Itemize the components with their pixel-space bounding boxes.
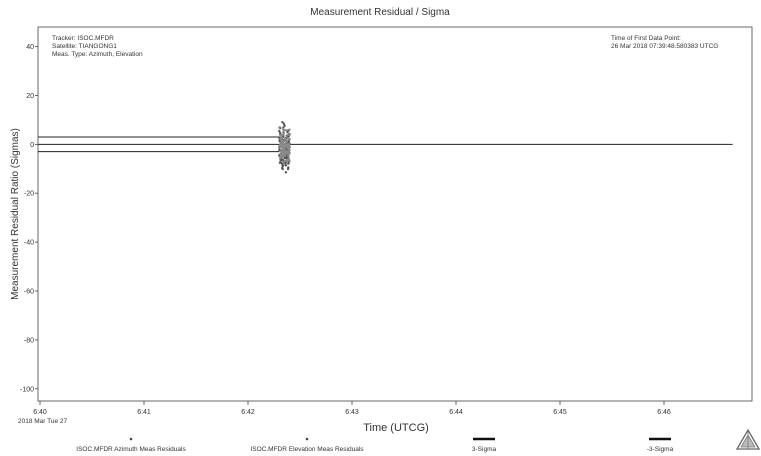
residual-point bbox=[279, 138, 282, 141]
residual-point bbox=[283, 144, 286, 148]
residual-point bbox=[282, 161, 285, 164]
legend-label: -3-Sigma bbox=[647, 446, 674, 453]
info-right-line: Time of First Data Point: bbox=[611, 35, 681, 42]
residual-point bbox=[287, 133, 291, 136]
x-axis-label: Time (UTCG) bbox=[363, 422, 429, 434]
residual-points bbox=[278, 121, 291, 174]
y-tick-label: -100 bbox=[20, 386, 34, 393]
residual-point bbox=[287, 154, 290, 157]
residual-point bbox=[282, 122, 286, 126]
residual-point bbox=[278, 129, 281, 133]
y-tick-label: -20 bbox=[24, 191, 34, 198]
legend-label: 3-Sigma bbox=[472, 446, 497, 453]
residual-point bbox=[282, 142, 285, 146]
info-left-line: Satellite: TIANGONG1 bbox=[52, 43, 117, 50]
residual-point bbox=[283, 124, 286, 127]
y-tick-label: -40 bbox=[24, 240, 34, 247]
residual-point bbox=[286, 147, 290, 150]
residual-point bbox=[280, 156, 283, 159]
residual-point bbox=[278, 126, 281, 129]
residual-point bbox=[287, 158, 291, 161]
residual-point bbox=[280, 136, 283, 139]
residual-point bbox=[287, 143, 291, 146]
residual-point bbox=[282, 163, 286, 166]
residual-point bbox=[280, 133, 283, 136]
x-tick-label: 6:41 bbox=[137, 409, 151, 416]
stk-logo-icon bbox=[735, 428, 761, 450]
info-block-right: Time of First Data Point:26 Mar 2018 07:… bbox=[611, 35, 718, 50]
residual-point bbox=[285, 144, 289, 147]
x-tick-label: 6:46 bbox=[657, 409, 671, 416]
x-tick-label: 6:45 bbox=[553, 409, 567, 416]
chart-title: Measurement Residual / Sigma bbox=[310, 7, 450, 18]
residual-point bbox=[281, 166, 284, 170]
y-axis: 40 20 0 -20 -40 -60 -80 -100 bbox=[20, 44, 38, 393]
y-tick-label: -80 bbox=[24, 337, 34, 344]
residual-point bbox=[283, 156, 286, 160]
info-left-line: Tracker: ISOC.MFDR bbox=[52, 35, 114, 42]
x-origin-label: 2018 Mar Tue 27 bbox=[18, 418, 68, 425]
residual-point bbox=[281, 121, 284, 124]
y-tick-label: 0 bbox=[30, 142, 34, 149]
residual-point bbox=[285, 139, 288, 142]
residual-point bbox=[279, 149, 282, 152]
residual-point bbox=[278, 131, 282, 135]
residual-point bbox=[288, 148, 291, 151]
legend-label: ISOC.MFDR Azimuth Meas Residuals bbox=[76, 446, 186, 453]
x-tick-label: 6:44 bbox=[449, 409, 463, 416]
residual-point bbox=[282, 126, 285, 129]
residual-point bbox=[281, 164, 285, 168]
residual-point bbox=[283, 159, 287, 163]
residual-point bbox=[281, 154, 284, 157]
x-tick-label: 6:42 bbox=[241, 409, 255, 416]
residual-point bbox=[282, 146, 286, 149]
residual-point bbox=[287, 145, 291, 148]
x-tick-label: 6:43 bbox=[345, 409, 359, 416]
legend-dot-symbol bbox=[129, 437, 133, 441]
y-tick-label: 20 bbox=[26, 93, 34, 100]
residual-point bbox=[288, 128, 291, 131]
y-tick-label: -60 bbox=[24, 289, 34, 296]
legend-dot-symbol bbox=[305, 437, 309, 441]
residual-point bbox=[280, 151, 283, 155]
residual-point bbox=[280, 141, 284, 144]
legend: ISOC.MFDR Azimuth Meas Residuals ISOC.MFD… bbox=[76, 437, 674, 453]
sigma-lines bbox=[38, 136, 733, 153]
residual-point bbox=[287, 138, 290, 141]
plot-area bbox=[37, 26, 753, 402]
residual-point bbox=[284, 136, 287, 140]
x-tick-label: 6:40 bbox=[33, 409, 47, 416]
y-tick-label: 40 bbox=[26, 44, 34, 51]
residual-point bbox=[280, 158, 283, 161]
residual-point bbox=[288, 152, 291, 155]
residual-point bbox=[286, 131, 289, 134]
residual-point bbox=[285, 134, 288, 137]
legend-label: ISOC.MFDR Elevation Meas Residuals bbox=[250, 446, 364, 453]
residual-point bbox=[284, 171, 288, 174]
residual-point bbox=[283, 151, 286, 154]
residual-point bbox=[287, 166, 290, 169]
residual-point bbox=[288, 159, 291, 163]
residual-point bbox=[280, 144, 283, 147]
info-left-line: Meas. Type: Azimuth, Elevation bbox=[52, 51, 143, 58]
info-right-line: 26 Mar 2018 07:39:48.580383 UTCG bbox=[611, 43, 718, 50]
residual-point bbox=[285, 129, 288, 132]
y-axis-label: Measurement Residual Ratio (Sigmas) bbox=[10, 128, 21, 300]
residual-point bbox=[282, 128, 285, 132]
x-axis: 6:40 6:41 6:42 6:43 6:44 6:45 6:46 2018 Mar Tue… bbox=[18, 401, 671, 425]
residual-point bbox=[278, 161, 282, 164]
residual-point bbox=[278, 144, 281, 147]
